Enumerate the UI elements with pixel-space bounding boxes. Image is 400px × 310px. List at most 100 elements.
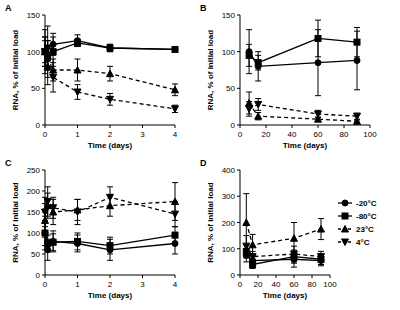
- error-bar: [291, 246, 297, 262]
- data-point: [172, 46, 178, 52]
- data-point: [107, 243, 113, 249]
- x-tick: [370, 125, 371, 128]
- x-tick-label: 40: [288, 130, 297, 139]
- x-tick-label: 0: [43, 280, 48, 289]
- error-bar: [75, 39, 81, 46]
- error-bar: [107, 93, 113, 105]
- y-tick: [42, 88, 45, 89]
- x-tick-label: 2: [108, 280, 113, 289]
- y-tick: [42, 170, 45, 171]
- data-point: [354, 113, 361, 120]
- y-axis-label: RNA, % of initial load: [206, 182, 215, 263]
- plot-area: [243, 194, 325, 269]
- y-tick-label: 50: [226, 84, 235, 93]
- data-point: [107, 45, 113, 51]
- error-bar: [246, 102, 252, 117]
- data-point: [44, 199, 51, 206]
- series-line: [45, 43, 175, 55]
- error-bar: [107, 44, 113, 51]
- y-tick: [42, 254, 45, 255]
- plot-area: [42, 183, 179, 261]
- panel-title: D: [200, 158, 207, 168]
- x-tick: [77, 275, 78, 278]
- data-point: [74, 89, 81, 96]
- x-tick: [45, 275, 46, 278]
- error-bar: [172, 47, 178, 51]
- series-line: [45, 48, 175, 109]
- error-bar: [255, 55, 261, 70]
- error-bar: [172, 47, 178, 51]
- x-axis: [240, 125, 370, 126]
- error-bar: [172, 202, 178, 227]
- panel: A05010015001234Time (days)RNA, % of init…: [5, 3, 179, 150]
- x-tick: [292, 125, 293, 128]
- data-point: [246, 52, 252, 58]
- x-tick-label: 100: [323, 280, 337, 289]
- y-tick: [237, 222, 240, 223]
- x-tick: [175, 125, 176, 128]
- data-point: [318, 226, 325, 233]
- y-tick-label: 400: [222, 166, 236, 175]
- x-tick: [110, 125, 111, 128]
- error-bar: [255, 99, 261, 111]
- x-tick-label: 1: [75, 280, 80, 289]
- error-bar: [246, 44, 252, 66]
- plot-area: [246, 20, 361, 124]
- data-point: [243, 219, 250, 226]
- y-tick-label: 50: [31, 84, 40, 93]
- panel-title: A: [5, 3, 12, 13]
- x-tick: [175, 275, 176, 278]
- error-bar: [75, 59, 81, 81]
- x-tick: [142, 275, 143, 278]
- x-tick-label: 4: [173, 130, 178, 139]
- error-bar: [318, 254, 324, 265]
- y-tick-label: 0: [36, 271, 41, 280]
- data-point: [107, 45, 113, 51]
- data-point: [249, 241, 256, 248]
- error-bar: [318, 251, 324, 262]
- x-tick: [266, 125, 267, 128]
- x-axis-label: Time (days): [283, 141, 328, 150]
- error-bar: [50, 197, 56, 218]
- x-tick: [344, 125, 345, 128]
- data-point: [172, 232, 178, 238]
- x-tick: [294, 275, 295, 278]
- legend-label: -80°C: [356, 212, 377, 221]
- x-tick-label: 2: [108, 130, 113, 139]
- legend-marker: [342, 200, 348, 206]
- y-tick-label: 0: [231, 121, 236, 130]
- y-tick-label: 100: [222, 245, 236, 254]
- data-point: [255, 113, 262, 120]
- data-point: [50, 239, 56, 245]
- x-tick: [240, 275, 241, 278]
- y-tick-label: 150: [27, 11, 41, 20]
- y-tick: [237, 170, 240, 171]
- error-bar: [172, 227, 178, 244]
- data-point: [107, 194, 114, 201]
- x-tick-label: 1: [75, 130, 80, 139]
- series-line: [249, 38, 357, 62]
- data-point: [50, 74, 57, 81]
- figure: A05010015001234Time (days)RNA, % of init…: [0, 0, 400, 310]
- panel-title: C: [5, 158, 12, 168]
- data-point: [172, 46, 178, 52]
- y-tick: [42, 15, 45, 16]
- y-tick: [237, 196, 240, 197]
- x-tick-label: 3: [140, 130, 145, 139]
- y-tick-label: 100: [27, 48, 41, 57]
- data-point: [243, 243, 250, 250]
- y-tick: [237, 15, 240, 16]
- y-tick: [237, 51, 240, 52]
- error-bar: [45, 26, 51, 70]
- error-bar: [354, 113, 360, 119]
- data-point: [315, 60, 321, 66]
- y-tick-label: 200: [27, 187, 41, 196]
- y-tick-label: 250: [27, 166, 41, 175]
- x-tick-label: 60: [290, 280, 299, 289]
- series-line: [249, 104, 357, 116]
- x-axis: [240, 275, 330, 276]
- x-tick-label: 20: [254, 280, 263, 289]
- error-bar: [107, 187, 113, 208]
- x-tick: [77, 125, 78, 128]
- data-point: [172, 86, 179, 93]
